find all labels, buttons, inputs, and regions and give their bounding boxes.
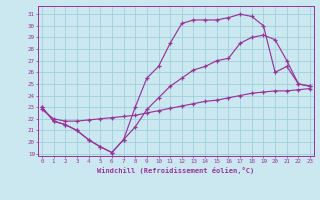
X-axis label: Windchill (Refroidissement éolien,°C): Windchill (Refroidissement éolien,°C)	[97, 167, 255, 174]
